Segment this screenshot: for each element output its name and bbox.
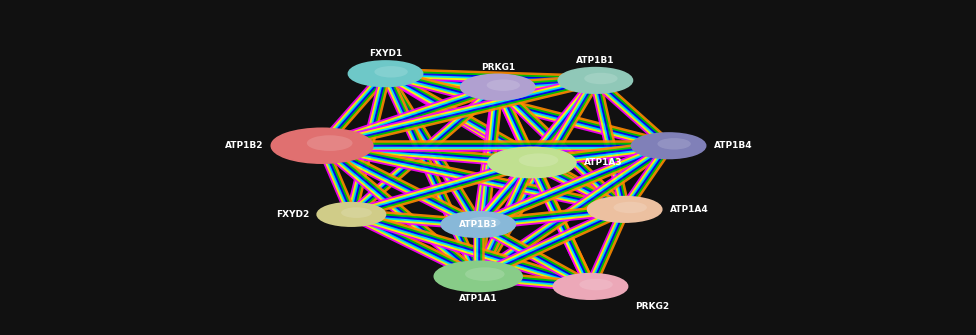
Circle shape	[317, 203, 386, 226]
Text: ATP1A1: ATP1A1	[459, 294, 498, 303]
Text: ATP1B3: ATP1B3	[459, 220, 498, 229]
Circle shape	[658, 138, 691, 149]
Circle shape	[468, 217, 501, 228]
Circle shape	[519, 153, 558, 167]
Circle shape	[441, 212, 515, 237]
Text: ATP1B4: ATP1B4	[713, 141, 752, 150]
Circle shape	[375, 66, 408, 77]
Circle shape	[434, 261, 522, 291]
Circle shape	[614, 202, 647, 213]
Text: PRKG1: PRKG1	[481, 63, 514, 72]
Circle shape	[461, 74, 535, 100]
Circle shape	[580, 279, 613, 290]
Text: ATP1B2: ATP1B2	[225, 141, 264, 150]
Circle shape	[488, 147, 576, 178]
Circle shape	[348, 61, 423, 86]
Text: ATP1A4: ATP1A4	[670, 205, 709, 214]
Circle shape	[306, 135, 352, 151]
Circle shape	[588, 197, 662, 222]
Circle shape	[271, 128, 373, 163]
Circle shape	[553, 274, 628, 299]
Text: FXYD1: FXYD1	[369, 49, 402, 58]
Text: ATP1A3: ATP1A3	[584, 158, 623, 167]
Text: PRKG2: PRKG2	[635, 302, 670, 311]
Text: ATP1B1: ATP1B1	[576, 56, 615, 65]
Circle shape	[631, 133, 706, 158]
Circle shape	[342, 207, 372, 218]
Circle shape	[487, 79, 520, 91]
Circle shape	[585, 73, 618, 84]
Circle shape	[558, 68, 632, 93]
Circle shape	[465, 267, 505, 281]
Text: FXYD2: FXYD2	[276, 210, 309, 219]
